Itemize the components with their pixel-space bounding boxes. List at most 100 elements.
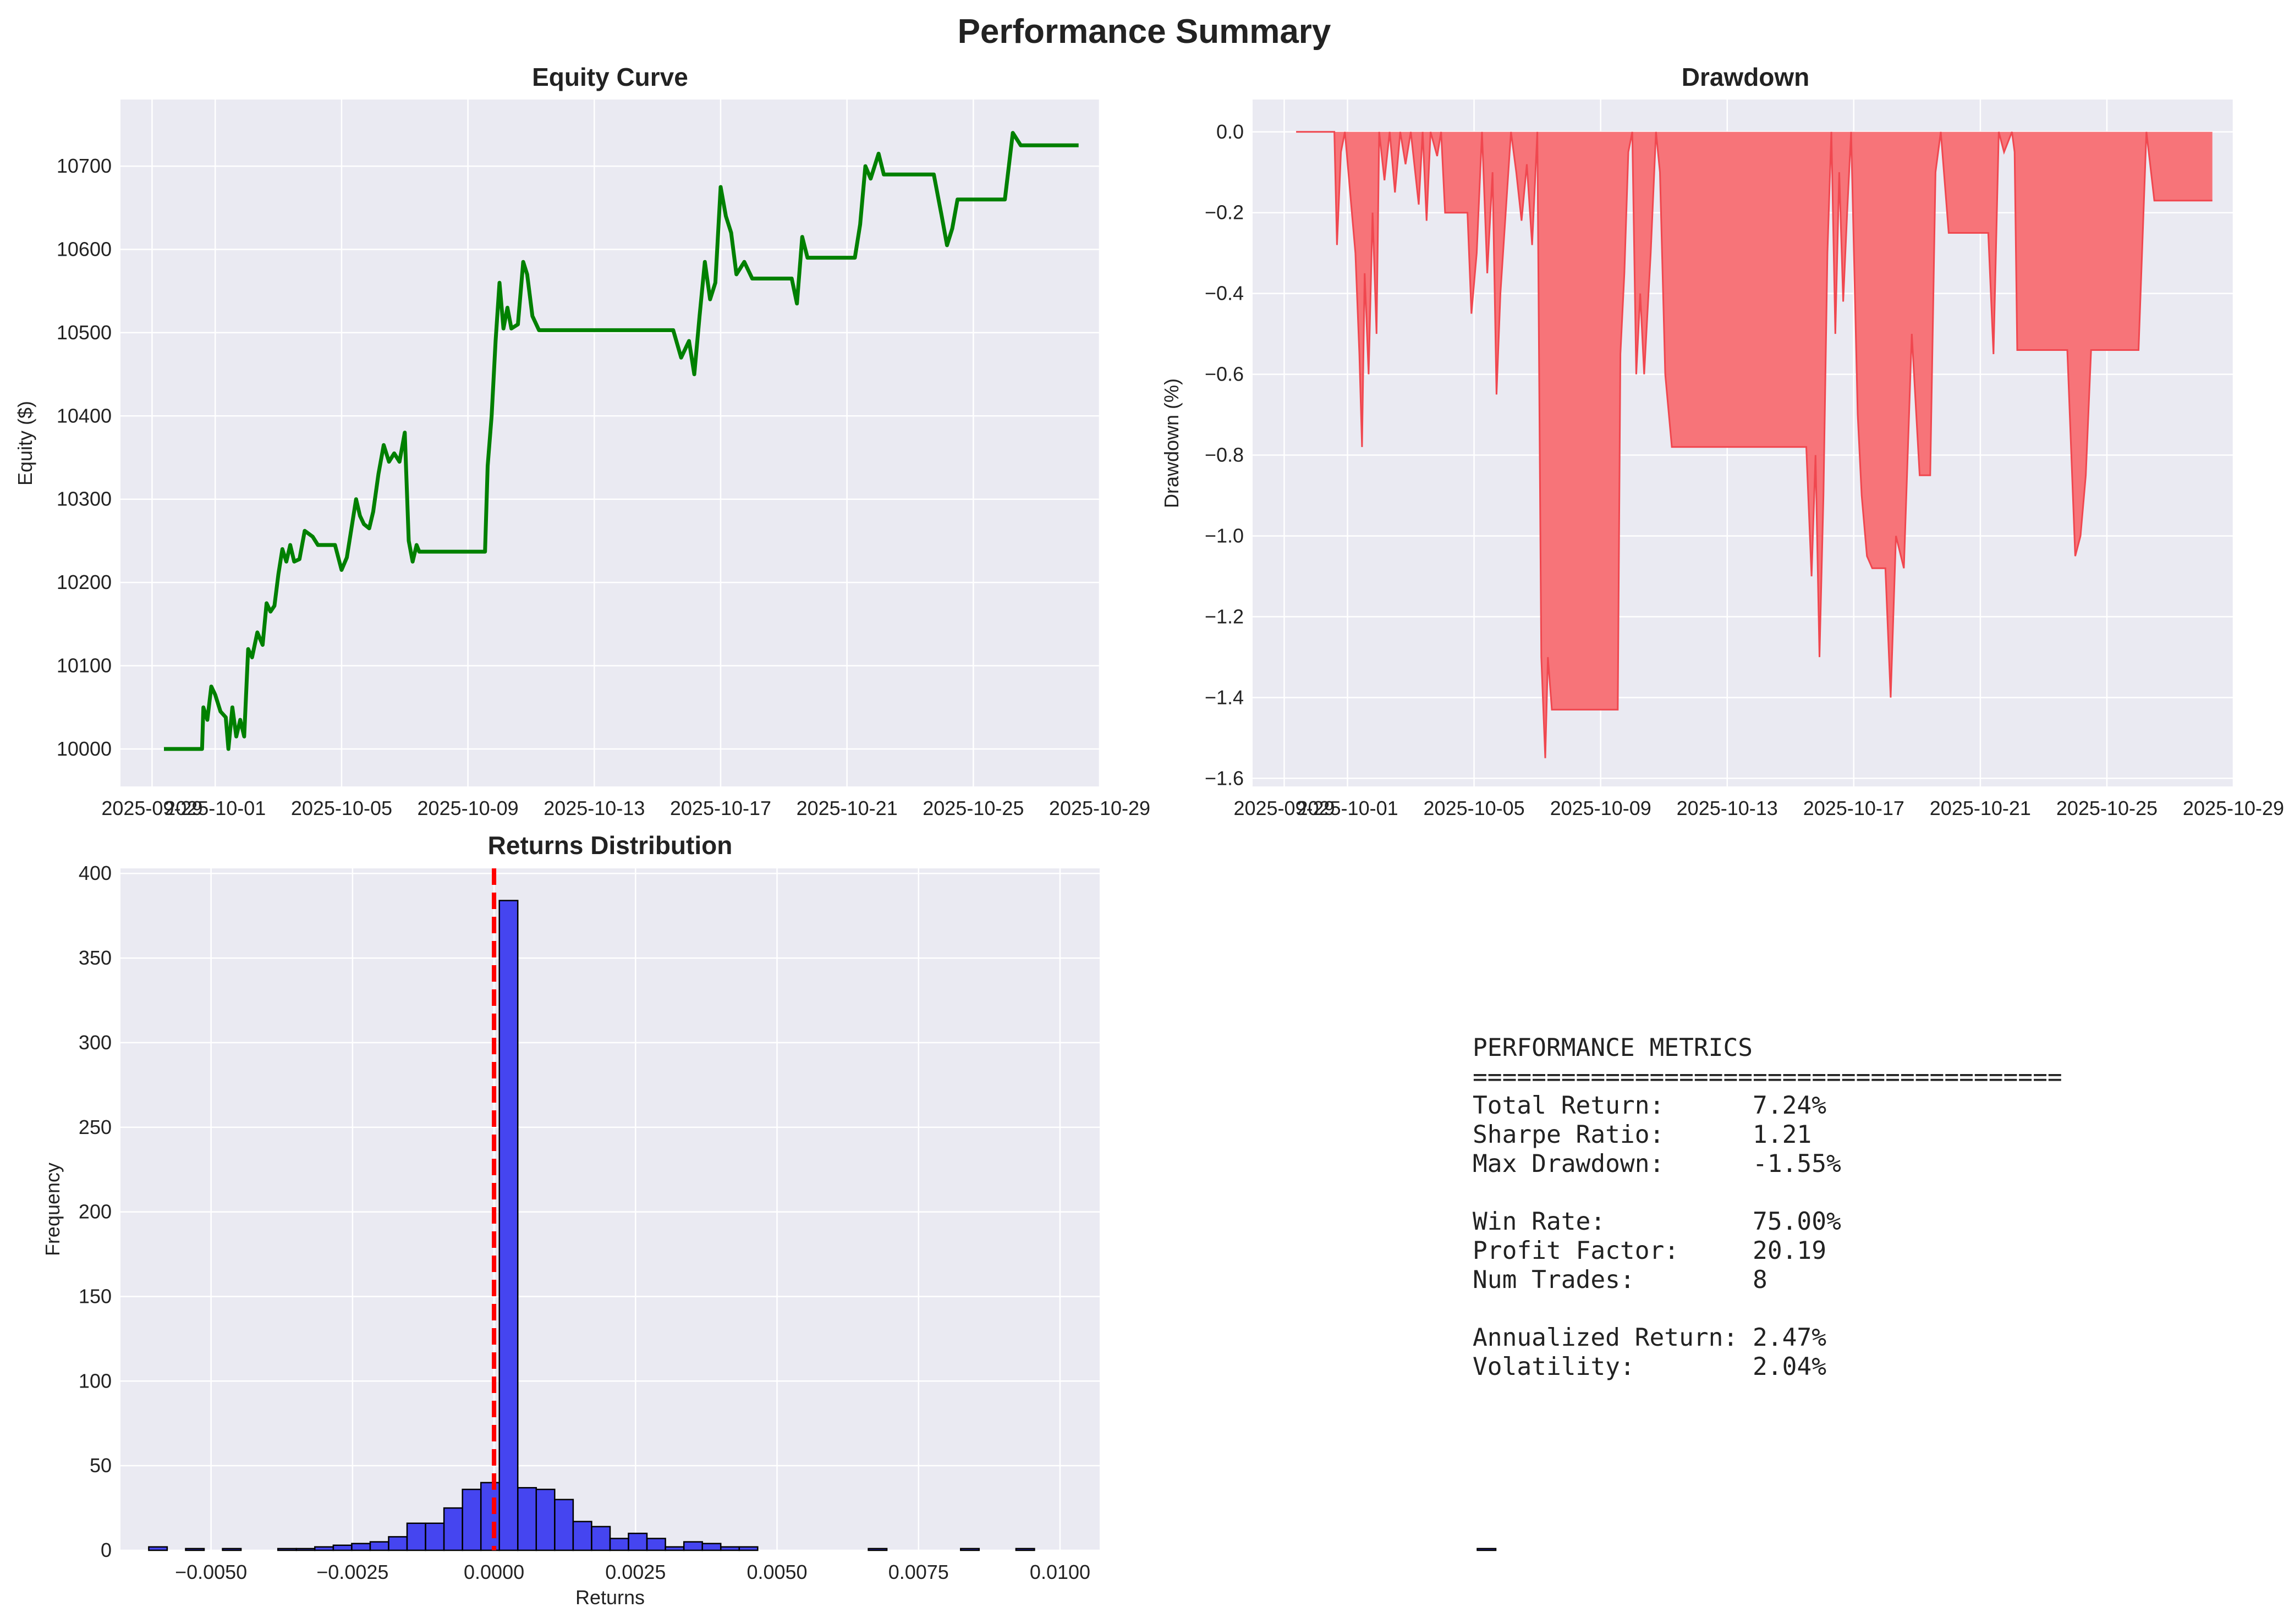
equity-x-tick-label: 2025-10-13 [544,797,645,819]
drawdown-y-tick-label: −1.6 [1205,767,1244,789]
histogram-bar [517,1487,537,1551]
performance-metrics-text: PERFORMANCE METRICS =====================… [1473,1034,2062,1381]
returns-plot-area [120,868,1100,1550]
returns-ticks: −0.0050 −0.0025 0.0000 0.0025 0.0050 0.0075 0.… [79,862,1090,1583]
equity-marks [164,131,1079,751]
equity-x-tick-label: 2025-09-29 [101,797,202,819]
equity-x-tick-label: 2025-10-17 [670,797,771,819]
histogram-bar [443,1507,463,1551]
returns-x-tick-label: 0.0075 [888,1561,949,1583]
histogram-bar [351,1543,371,1551]
drawdown-y-tick-label: −0.6 [1205,363,1244,386]
returns-y-tick-label: 0 [101,1539,112,1561]
drawdown-y-tick-label: −0.2 [1205,201,1244,224]
equity-y-tick-label: 10400 [57,404,112,427]
histogram-bar [554,1499,574,1551]
metrics-line: Annualized Return: 2.47% [1473,1323,1826,1352]
histogram-bar [535,1488,556,1551]
histogram-bar [646,1538,666,1551]
drawdown-x-tick-label: 2025-10-09 [1550,797,1651,819]
drawdown-x-tick-label: 2025-10-29 [2183,797,2284,819]
equity-x-tick-label: 2025-10-05 [291,797,392,819]
histogram-bar [369,1541,389,1551]
drawdown-x-tick-label: 2025-10-13 [1677,797,1778,819]
drawdown-x-tick-label: 2025-10-17 [1803,797,1904,819]
metrics-line: Profit Factor: 20.19 [1473,1236,1826,1265]
returns-x-tick-label: 0.0025 [605,1561,666,1583]
histogram-bar [314,1546,334,1551]
histogram-bar [960,1548,980,1551]
equity-x-tick-label: 2025-10-01 [164,797,266,819]
equity-y-tick-label: 10700 [57,155,112,177]
metrics-line: Num Trades: 8 [1473,1265,1767,1294]
metrics-line: Max Drawdown: -1.55% [1473,1149,1841,1178]
histogram-bar [868,1548,888,1551]
drawdown-y-tick-label: −1.4 [1205,686,1244,708]
drawdown-marks [1296,131,2213,758]
drawdown-y-tick-label: −0.4 [1205,282,1244,305]
histogram-bar [295,1548,316,1551]
returns-x-tick-label: −0.0050 [175,1561,247,1583]
histogram-bar [720,1546,740,1551]
histogram-bar [683,1541,703,1551]
drawdown-grid [1253,100,2235,786]
drawdown-y-tick-label: −1.0 [1205,524,1244,547]
histogram-bar [665,1546,685,1551]
drawdown-y-tick-label: −0.8 [1205,444,1244,466]
drawdown-y-tick-label: −1.2 [1205,605,1244,627]
returns-grid [120,868,1100,1551]
drawdown-y-tick-label: 0.0 [1216,120,1244,143]
returns-y-tick-label: 200 [79,1201,112,1223]
histogram-bar [480,1482,500,1551]
equity-y-tick-label: 10300 [57,488,112,510]
histogram-bar [332,1544,353,1551]
metrics-line: Sharpe Ratio: 1.21 [1473,1121,1812,1149]
histogram-bar [425,1522,445,1551]
histogram-bar [222,1548,242,1551]
metrics-line [1473,1295,2062,1324]
equity-grid [120,100,1101,786]
drawdown-x-tick-label: 2025-10-21 [1930,797,2031,819]
histogram-bar [609,1538,629,1551]
metrics-line: Volatility: 2.04% [1473,1352,1826,1381]
drawdown-area [1296,131,2213,758]
drawdown-x-tick-label: 2025-10-05 [1424,797,1525,819]
returns-y-tick-label: 350 [79,946,112,969]
returns-distribution-panel: Returns Distribution −0.0050 −0.0025 0.000… [41,831,1497,1609]
returns-y-tick-label: 300 [79,1031,112,1054]
equity-y-tick-label: 10100 [57,654,112,676]
histogram-bar [148,1546,168,1551]
equity-x-tick-label: 2025-10-09 [418,797,519,819]
equity-x-tick-label: 2025-10-21 [797,797,898,819]
histogram-bar [1476,1548,1497,1551]
metrics-line [1473,1179,2062,1208]
histogram-bar [738,1546,759,1551]
histogram-bar [406,1522,426,1551]
equity-line [164,131,1079,751]
equity-y-axis-label: Equity ($) [14,401,36,486]
metrics-line: Win Rate: 75.00% [1473,1208,1841,1236]
histogram-bar [1015,1548,1035,1551]
histogram-bar [388,1536,408,1551]
histogram-bar [277,1548,297,1551]
equity-plot-area [120,100,1100,786]
histogram-bar [701,1543,722,1551]
histogram-bar [462,1488,482,1551]
metrics-line: Total Return: 7.24% [1473,1092,1826,1120]
returns-y-tick-label: 400 [79,862,112,884]
equity-x-tick-label: 2025-10-25 [923,797,1024,819]
equity-y-tick-label: 10600 [57,238,112,261]
returns-x-tick-label: −0.0025 [316,1561,388,1583]
returns-y-axis-label: Frequency [41,1163,64,1256]
returns-marks [148,868,1497,1551]
drawdown-x-tick-label: 2025-10-25 [2056,797,2158,819]
drawdown-x-tick-label: 2025-09-29 [1233,797,1335,819]
metrics-line: PERFORMANCE METRICS [1473,1034,1753,1062]
histogram-bar [628,1532,648,1551]
returns-y-tick-label: 250 [79,1116,112,1138]
